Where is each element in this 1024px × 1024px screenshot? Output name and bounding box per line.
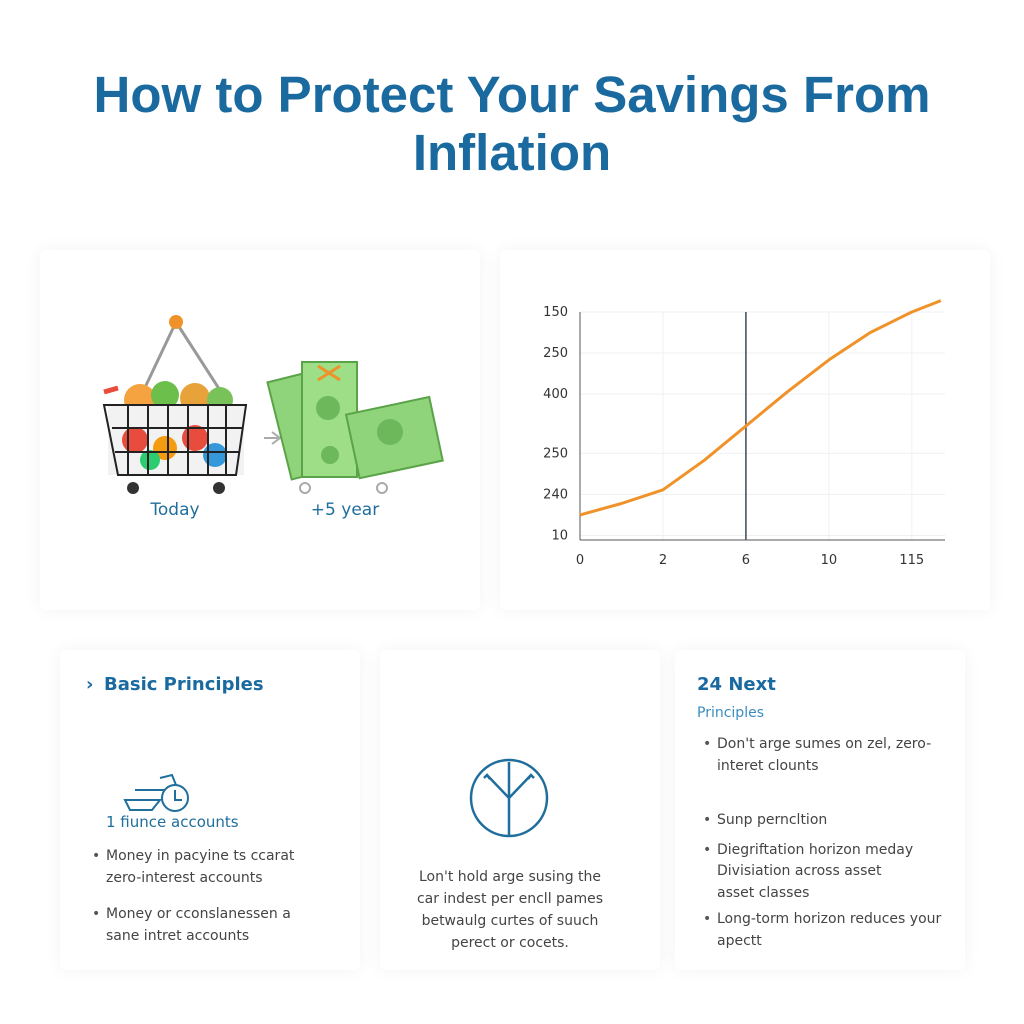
bullet: Money in pacyine ts ccarat zero-interest…: [92, 845, 322, 889]
y-tick-label: 150: [543, 305, 568, 320]
bullet: Long-torm horizon reduces your apectt: [703, 908, 943, 952]
x-tick-label: 6: [742, 553, 750, 568]
illustration-label: Today: [150, 500, 200, 520]
page-title: How to Protect Your Savings From Inflati…: [93, 66, 931, 181]
x-tick-label: 115: [899, 553, 924, 568]
y-tick-label: 10: [551, 528, 568, 543]
y-tick-label: 250: [543, 346, 568, 361]
bullet-list: Long-torm horizon reduces your apectt: [703, 908, 943, 952]
chart-card: [500, 250, 990, 610]
y-tick-label: 400: [543, 387, 568, 402]
chevron: ›: [86, 674, 94, 695]
bullet-list: Money in pacyine ts ccarat zero-interest…: [92, 845, 322, 947]
basket-icon: [102, 315, 248, 494]
x-tick-label: 10: [821, 553, 838, 568]
y-tick-label: 240: [543, 487, 568, 502]
data-line: [579, 299, 942, 517]
bullet: Money or cconslanessen a sane intret acc…: [92, 903, 322, 947]
y-tick-label: 250: [543, 446, 568, 461]
card-subheading: Principles: [697, 705, 764, 721]
x-tick-label: 0: [576, 553, 584, 568]
card-heading: 24 Next: [697, 674, 776, 695]
card: [380, 650, 660, 970]
arrow: [264, 431, 282, 445]
x-tick-label: 2: [659, 553, 667, 568]
bullet: Sunp perncltion: [703, 809, 953, 831]
bullet-list: Don't arge sumes on zel, zero-interet cl…: [703, 733, 953, 861]
card-note: Divisiation across asset asset classes: [717, 863, 882, 901]
card-text: Lon't hold arge susing the car indest pe…: [416, 869, 604, 951]
bullet: Diegriftation horizon meday: [703, 839, 953, 861]
money-icon: [266, 361, 444, 494]
illustration-label: +5 year: [310, 500, 380, 520]
split-icon: [469, 758, 549, 838]
card-heading: Basic Principles: [104, 674, 264, 695]
bullet: Don't arge sumes on zel, zero-interet cl…: [703, 733, 953, 777]
bike-icon: [123, 773, 189, 812]
card-subheading: 1 fiunce accounts: [106, 813, 239, 831]
